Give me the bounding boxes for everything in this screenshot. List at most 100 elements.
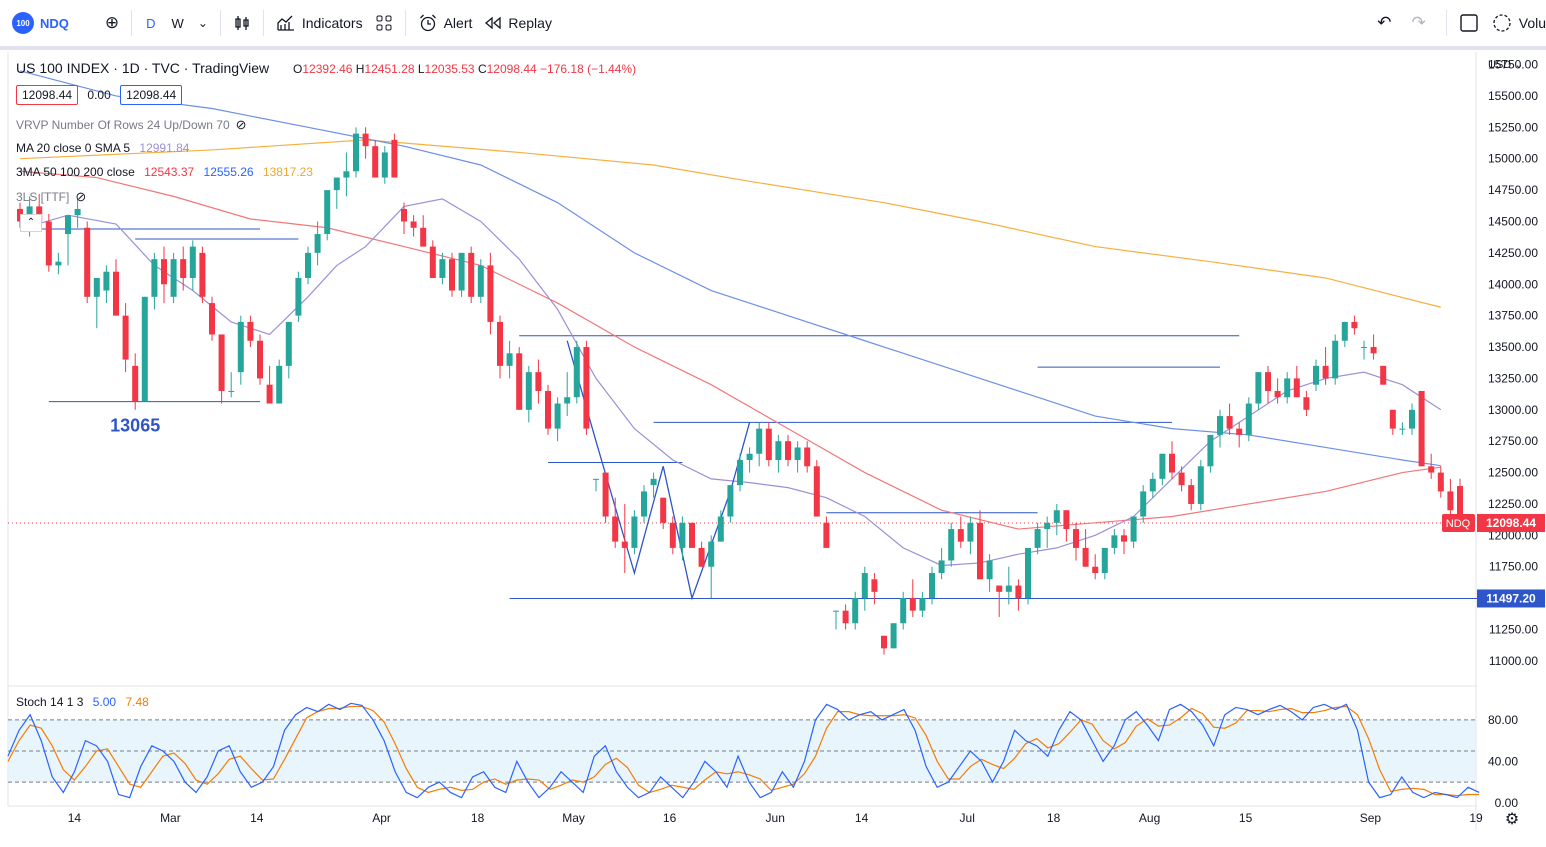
ma20-legend[interactable]: MA 20 close 0 SMA 5 12991.84 xyxy=(16,141,189,155)
candle-body xyxy=(353,133,359,172)
y-tick-label: 11250.00 xyxy=(1489,623,1538,637)
candle-body xyxy=(641,491,647,517)
indicators-label: Indicators xyxy=(301,15,363,31)
candle-body xyxy=(573,347,580,398)
candle-body xyxy=(535,372,542,391)
chart-type-button[interactable] xyxy=(227,5,257,41)
stoch-legend[interactable]: Stoch 14 1 3 5.00 7.48 xyxy=(16,695,149,709)
candle-body xyxy=(237,321,244,373)
undo-icon: ↶ xyxy=(1377,13,1392,32)
top-toolbar: 100 NDQ ⊕ D W ⌄ Indicators Alert Replay … xyxy=(0,0,1546,50)
candle-body xyxy=(141,296,148,402)
open-value: 12392.46 xyxy=(302,62,353,76)
price-chart[interactable]: 15750.00 15500.00 15250.00 15000.00 14750.00… xyxy=(0,50,1546,847)
y-tick-label: 11000.00 xyxy=(1489,654,1538,668)
candle-body xyxy=(372,146,379,178)
candle-body xyxy=(1293,378,1300,398)
interval-w-button[interactable]: W xyxy=(171,15,184,31)
toolbar-divider xyxy=(219,10,221,36)
candle-body xyxy=(449,259,455,291)
candle-body xyxy=(746,453,753,461)
candle-body xyxy=(737,460,743,486)
support-price-label: 11497.20 xyxy=(1486,591,1536,605)
level-annotation: 13065 xyxy=(110,416,160,436)
plus-circle-icon: ⊕ xyxy=(104,13,120,32)
stoch-tick-label: 40.00 xyxy=(1488,754,1518,768)
undo-button[interactable]: ↶ xyxy=(1371,5,1397,41)
symbol-search-button[interactable]: NDQ xyxy=(40,15,69,31)
candle-body xyxy=(314,234,321,253)
candle-body xyxy=(122,315,129,360)
x-tick-label: 19 xyxy=(1469,811,1483,825)
compare-add-button[interactable]: ⊕ xyxy=(99,5,125,41)
candle-body xyxy=(1389,409,1396,429)
close-label: C xyxy=(477,62,487,76)
redo-button[interactable]: ↷ xyxy=(1406,5,1432,41)
fullscreen-button[interactable] xyxy=(1453,5,1485,41)
candle-body xyxy=(516,353,523,410)
candle-body xyxy=(957,529,964,542)
eye-hidden-icon[interactable]: ⊘ xyxy=(75,189,87,204)
candle-body xyxy=(996,585,1003,592)
candle-body xyxy=(986,560,993,580)
candle-body xyxy=(967,522,974,542)
candle-body xyxy=(1236,428,1243,435)
candle-body xyxy=(929,573,935,599)
sma-legend[interactable]: 3MA 50 100 200 close 12543.37 12555.26 1… xyxy=(16,165,313,179)
candle-body xyxy=(1428,466,1435,473)
candle-body xyxy=(132,365,139,402)
chart-title[interactable]: US 100 INDEX · 1D · TVC · TradingView xyxy=(16,60,270,76)
candle-body xyxy=(833,610,839,612)
trade-boxes: 12098.44 0.00 12098.44 xyxy=(16,85,183,105)
candle-body xyxy=(775,441,782,461)
square-icon xyxy=(1460,14,1478,32)
candle-body xyxy=(794,447,801,461)
candle-body xyxy=(333,177,340,191)
candle-body xyxy=(525,372,532,410)
candle-body xyxy=(977,522,983,580)
candle-body xyxy=(1015,585,1022,599)
candle-body xyxy=(1274,390,1281,398)
indicators-button[interactable]: Indicators xyxy=(270,5,369,41)
layout-templates-button[interactable] xyxy=(369,5,399,41)
interval-dropdown[interactable]: ⌄ xyxy=(192,5,214,41)
alarm-clock-icon xyxy=(419,14,436,32)
candle-body xyxy=(429,246,436,278)
interval-d-button[interactable]: D xyxy=(146,15,156,31)
x-tick-label: 18 xyxy=(1047,811,1061,825)
candle-body xyxy=(890,623,897,649)
chevron-down-icon: ⌄ xyxy=(197,16,208,30)
vrvp-legend[interactable]: VRVP Number Of Rows 24 Up/Down 70 ⊘ xyxy=(16,117,247,133)
candle-body xyxy=(1341,321,1348,341)
candle-body xyxy=(276,365,283,404)
sell-box[interactable]: 12098.44 xyxy=(16,85,79,105)
alert-button[interactable]: Alert xyxy=(412,5,479,41)
candle-body xyxy=(1380,365,1387,385)
y-tick-label: 14250.00 xyxy=(1488,246,1538,260)
y-tick-label: 15500.00 xyxy=(1488,89,1538,103)
replay-button[interactable]: Replay xyxy=(478,5,558,41)
candle-body xyxy=(583,347,590,429)
collapse-legend-button[interactable]: ⌃ xyxy=(20,214,42,232)
candle-body xyxy=(881,635,887,649)
volume-button[interactable]: Volu xyxy=(1485,5,1546,41)
ma20-line xyxy=(19,198,1442,567)
candle-body xyxy=(257,340,263,379)
replay-label: Replay xyxy=(508,15,552,31)
buy-box[interactable]: 12098.44 xyxy=(120,85,183,105)
chart-legend: US 100 INDEX · 1D · TVC · TradingView O1… xyxy=(16,60,636,76)
x-tick-label: 14 xyxy=(68,811,82,825)
spread-value: 0.00 xyxy=(87,88,111,102)
tls-legend[interactable]: 3LS [TTF] ⊘ xyxy=(16,189,86,205)
candle-body xyxy=(852,598,859,624)
candle-body xyxy=(343,171,350,178)
candle-body xyxy=(842,610,849,624)
candle-body xyxy=(698,547,705,567)
close-value: 12098.44 xyxy=(486,62,537,76)
stochastic-pane xyxy=(7,702,1480,799)
x-tick-label: Mar xyxy=(160,811,181,825)
candle-body xyxy=(1226,416,1233,429)
eye-hidden-icon[interactable]: ⊘ xyxy=(235,117,247,132)
settings-gear-icon[interactable]: ⚙ xyxy=(1505,809,1519,828)
symbol-badge-icon[interactable]: 100 xyxy=(12,12,34,34)
